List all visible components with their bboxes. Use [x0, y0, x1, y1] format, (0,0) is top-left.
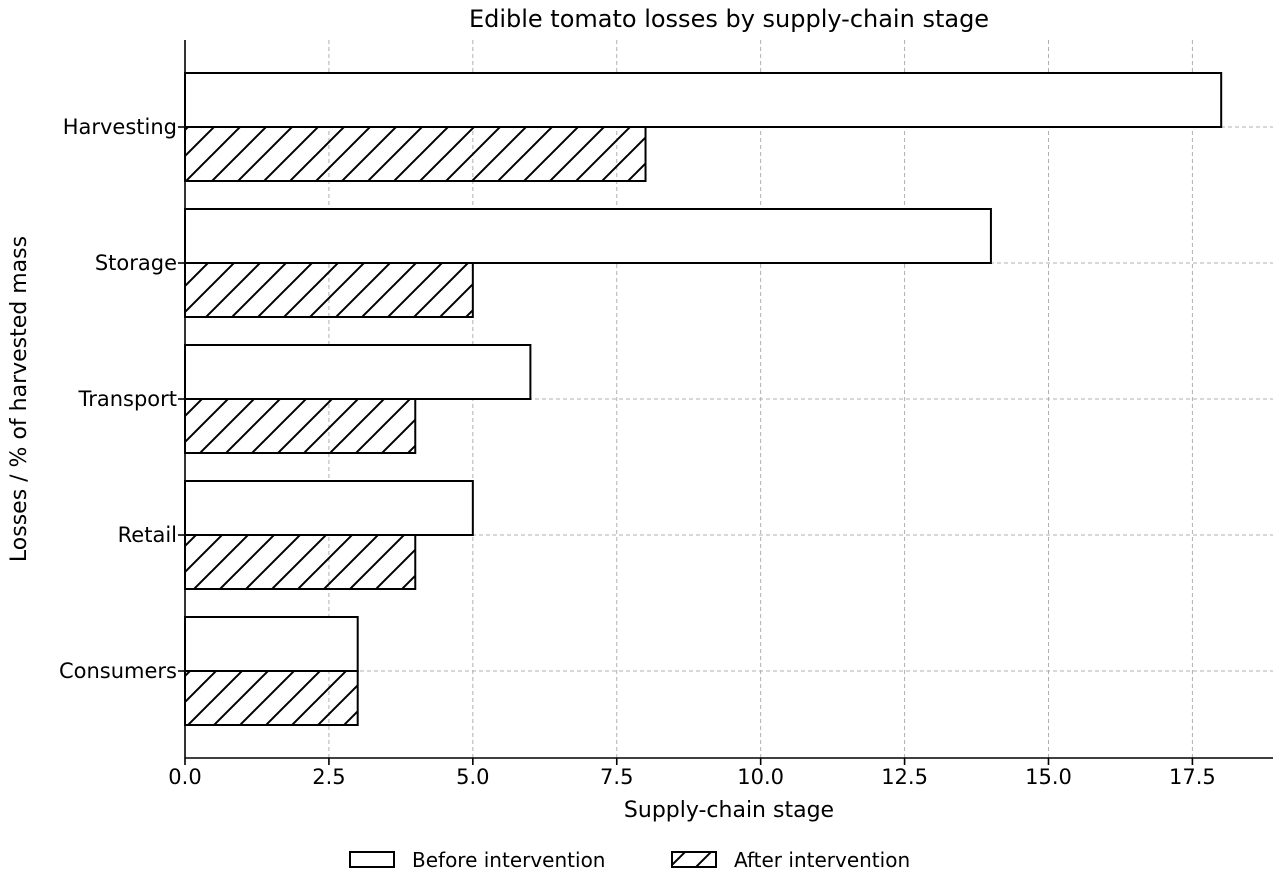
legend-swatch-before: [349, 851, 395, 868]
axes-layer: 0.0 2.5 5.0 7.5 10.0 12.5 15.0 17.5 Harvesting St…: [59, 40, 1273, 789]
y-axis-label: Losses / % of harvested mass: [7, 236, 32, 562]
y-tick-label: Harvesting: [63, 115, 177, 139]
bar-after-consumers: [184, 670, 359, 726]
bar-before-consumers: [184, 616, 359, 672]
legend-label-before: Before intervention: [412, 848, 605, 872]
x-tick-label: 5.0: [456, 765, 489, 789]
x-tick-label: 17.5: [1169, 765, 1216, 789]
y-tick-label: Consumers: [59, 659, 177, 683]
x-tick-label: 15.0: [1025, 765, 1072, 789]
y-tick-label: Transport: [77, 387, 177, 411]
bar-after-retail: [184, 534, 417, 590]
x-tick-label: 0.0: [168, 765, 201, 789]
bar-after-harvesting: [184, 126, 647, 182]
legend-label-after: After intervention: [734, 848, 910, 872]
bar-before-storage: [184, 208, 992, 264]
legend-swatch-after: [671, 851, 717, 868]
x-tick-label: 10.0: [737, 765, 784, 789]
bars-layer: [184, 72, 1223, 726]
y-tick-label: Retail: [118, 523, 177, 547]
x-tick-label: 7.5: [600, 765, 633, 789]
bar-before-retail: [184, 480, 474, 536]
x-axis-label: Supply-chain stage: [624, 798, 834, 823]
x-tick-label: 12.5: [881, 765, 928, 789]
legend: Before intervention After intervention: [349, 848, 910, 872]
bar-before-transport: [184, 344, 532, 400]
bar-before-harvesting: [184, 72, 1223, 128]
chart-title: Edible tomato losses by supply-chain sta…: [469, 5, 989, 33]
y-tick-label: Storage: [95, 251, 177, 275]
x-tick-label: 2.5: [312, 765, 345, 789]
bar-after-transport: [184, 398, 417, 454]
bar-after-storage: [184, 262, 474, 318]
